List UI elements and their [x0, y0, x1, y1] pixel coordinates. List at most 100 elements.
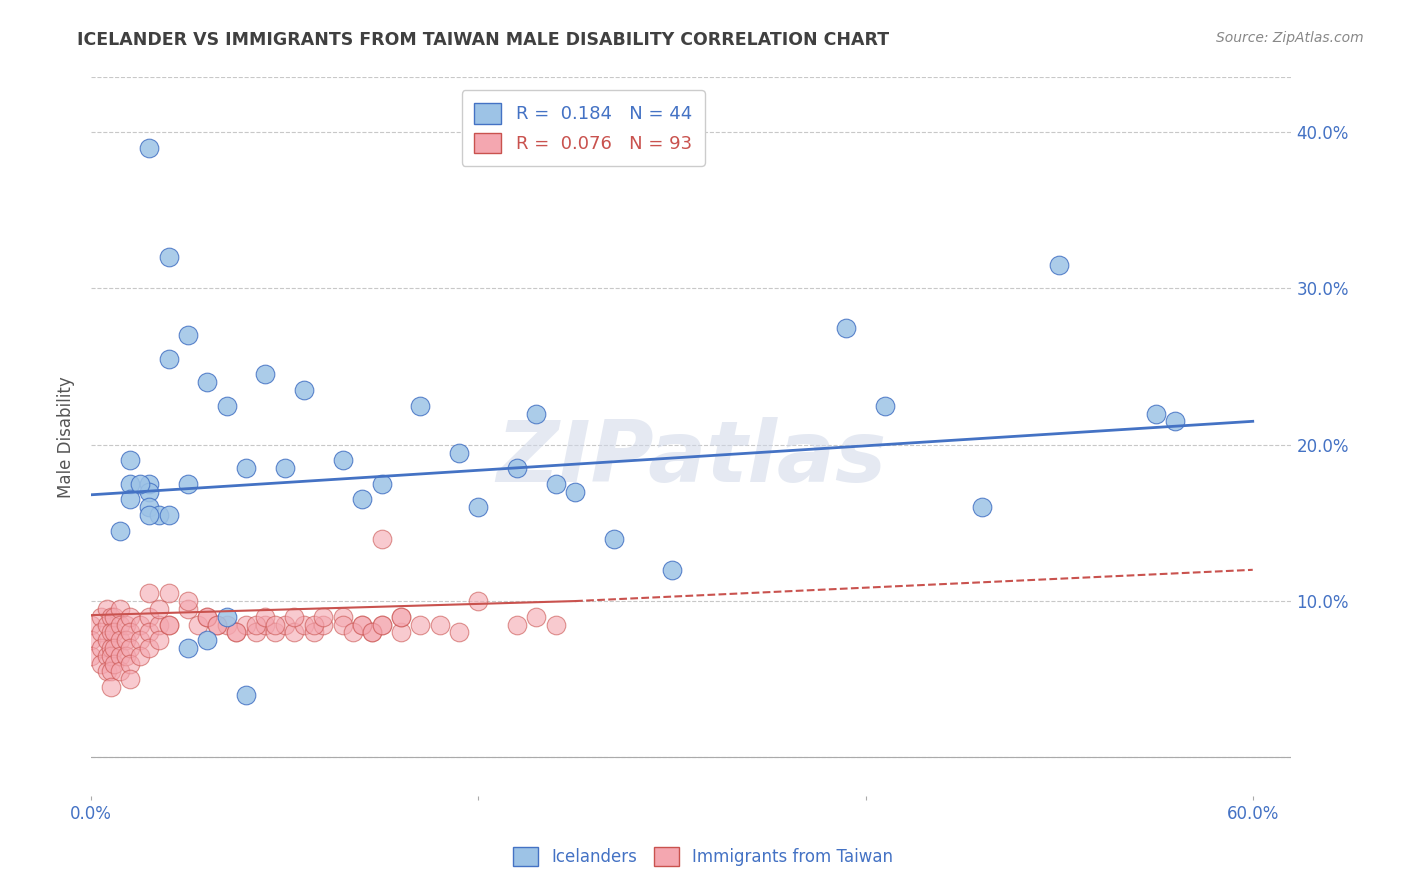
Point	[1164, 414, 1187, 428]
Point	[115, 648, 138, 663]
Point	[96, 633, 118, 648]
Point	[526, 609, 548, 624]
Point	[292, 383, 315, 397]
Point	[245, 617, 267, 632]
Point	[225, 625, 247, 640]
Point	[283, 625, 305, 640]
Point	[409, 617, 432, 632]
Point	[118, 609, 141, 624]
Point	[138, 609, 160, 624]
Point	[342, 625, 364, 640]
Point	[264, 617, 287, 632]
Point	[370, 532, 392, 546]
Point	[360, 625, 382, 640]
Point	[138, 141, 160, 155]
Point	[115, 633, 138, 648]
Point	[506, 617, 529, 632]
Text: Source: ZipAtlas.com: Source: ZipAtlas.com	[1216, 31, 1364, 45]
Point	[90, 625, 112, 640]
Point	[108, 602, 131, 616]
Point	[873, 399, 896, 413]
Point	[177, 594, 200, 608]
Point	[603, 532, 626, 546]
Point	[128, 633, 150, 648]
Point	[370, 476, 392, 491]
Point	[332, 453, 354, 467]
Point	[100, 648, 122, 663]
Point	[661, 563, 683, 577]
Point	[195, 609, 218, 624]
Point	[205, 617, 228, 632]
Legend: Icelanders, Immigrants from Taiwan: Icelanders, Immigrants from Taiwan	[506, 840, 900, 873]
Point	[215, 609, 238, 624]
Point	[360, 625, 382, 640]
Point	[467, 594, 489, 608]
Point	[100, 640, 122, 655]
Point	[103, 609, 125, 624]
Point	[389, 625, 412, 640]
Point	[100, 609, 122, 624]
Point	[312, 617, 335, 632]
Point	[177, 476, 200, 491]
Point	[254, 609, 277, 624]
Text: ICELANDER VS IMMIGRANTS FROM TAIWAN MALE DISABILITY CORRELATION CHART: ICELANDER VS IMMIGRANTS FROM TAIWAN MALE…	[77, 31, 890, 49]
Point	[544, 617, 567, 632]
Legend: R =  0.184   N = 44, R =  0.076   N = 93: R = 0.184 N = 44, R = 0.076 N = 93	[461, 90, 704, 166]
Point	[526, 407, 548, 421]
Point	[544, 476, 567, 491]
Point	[370, 617, 392, 632]
Point	[108, 648, 131, 663]
Point	[115, 617, 138, 632]
Point	[118, 476, 141, 491]
Point	[103, 657, 125, 671]
Point	[187, 617, 209, 632]
Text: ZIPatlas: ZIPatlas	[496, 417, 886, 500]
Point	[157, 617, 180, 632]
Point	[235, 617, 257, 632]
Point	[148, 633, 170, 648]
Point	[96, 617, 118, 632]
Point	[235, 461, 257, 475]
Point	[254, 368, 277, 382]
Point	[274, 461, 297, 475]
Point	[195, 633, 218, 648]
Point	[118, 657, 141, 671]
Point	[506, 461, 529, 475]
Point	[157, 617, 180, 632]
Point	[564, 484, 586, 499]
Point	[332, 617, 354, 632]
Point	[157, 351, 180, 366]
Point	[96, 665, 118, 679]
Point	[138, 640, 160, 655]
Point	[835, 320, 858, 334]
Point	[96, 602, 118, 616]
Point	[352, 617, 374, 632]
Point	[467, 500, 489, 515]
Point	[283, 609, 305, 624]
Point	[138, 508, 160, 522]
Point	[274, 617, 297, 632]
Point	[245, 625, 267, 640]
Point	[128, 476, 150, 491]
Point	[100, 680, 122, 694]
Point	[108, 617, 131, 632]
Point	[138, 484, 160, 499]
Y-axis label: Male Disability: Male Disability	[58, 376, 75, 498]
Point	[157, 508, 180, 522]
Point	[103, 625, 125, 640]
Point	[148, 602, 170, 616]
Point	[205, 617, 228, 632]
Point	[80, 648, 103, 663]
Point	[302, 625, 325, 640]
Point	[177, 328, 200, 343]
Point	[118, 640, 141, 655]
Point	[389, 609, 412, 624]
Point	[195, 609, 218, 624]
Point	[100, 665, 122, 679]
Point	[118, 672, 141, 686]
Point	[100, 625, 122, 640]
Point	[138, 476, 160, 491]
Point	[90, 657, 112, 671]
Point	[108, 665, 131, 679]
Point	[177, 640, 200, 655]
